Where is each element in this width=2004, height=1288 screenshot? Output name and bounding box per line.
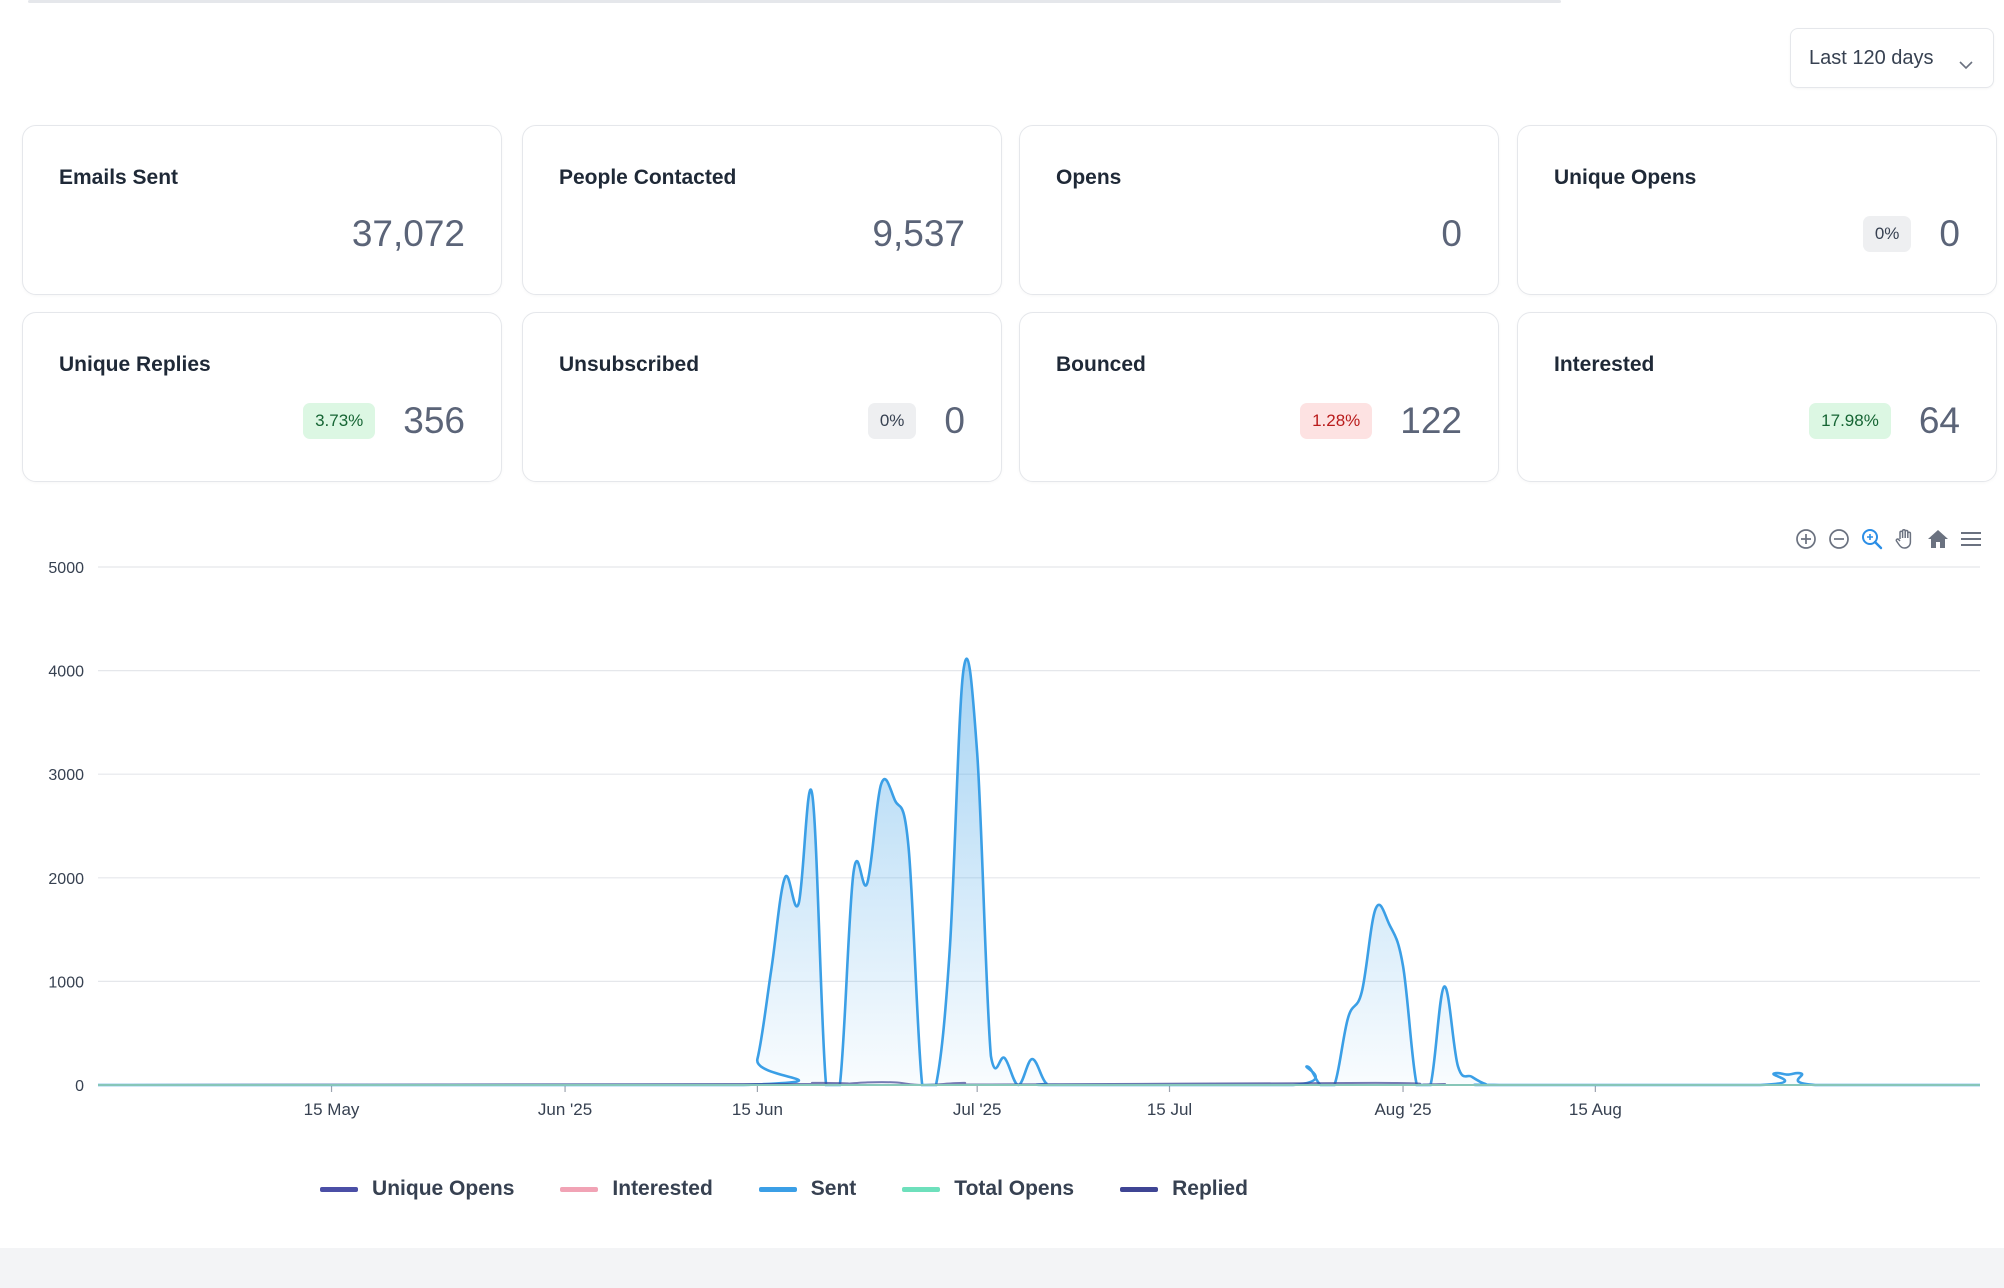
- y-tick-label: 3000: [48, 767, 84, 784]
- legend-item-interested[interactable]: Interested: [560, 1177, 713, 1201]
- stat-card-unsubscribed: Unsubscribed 0% 0: [522, 312, 1002, 482]
- legend-swatch: [758, 1186, 797, 1192]
- y-tick-label: 0: [75, 1078, 84, 1095]
- legend-swatch: [902, 1186, 941, 1192]
- legend-item-total-opens[interactable]: Total Opens: [902, 1177, 1074, 1201]
- legend-label: Sent: [810, 1177, 857, 1200]
- legend-swatch: [320, 1186, 359, 1192]
- series-area-sent: [98, 658, 1980, 1085]
- stat-card-people-contacted: People Contacted 9,537: [522, 125, 1002, 295]
- chart-toolbar: [1793, 526, 1984, 552]
- stat-value: 0: [1441, 213, 1462, 254]
- series-sent: [97, 657, 1980, 1087]
- x-tick-label: 15 May: [304, 1100, 360, 1119]
- chart-series: [97, 657, 1980, 1087]
- zoom-select-icon[interactable]: [1859, 526, 1885, 552]
- legend-swatch: [560, 1186, 599, 1192]
- stat-card-emails-sent: Emails Sent 37,072: [22, 125, 502, 295]
- stat-title: Opens: [1056, 166, 1122, 189]
- chart-legend: Unique Opens Interested Sent Total Opens…: [0, 1174, 1568, 1204]
- stat-card-bounced: Bounced 1.28% 122: [1019, 312, 1499, 482]
- menu-icon[interactable]: [1958, 526, 1984, 552]
- legend-label: Unique Opens: [372, 1177, 515, 1200]
- y-tick-label: 1000: [48, 974, 84, 991]
- stat-title: People Contacted: [559, 166, 737, 189]
- emails-area-chart: 0 1000 2000 3000 4000 5000 15 May Jun '25 15 Ju…: [48, 560, 1980, 1119]
- stat-title: Interested: [1554, 353, 1655, 376]
- legend-item-unique-opens[interactable]: Unique Opens: [320, 1177, 514, 1201]
- legend-label: Replied: [1172, 1177, 1248, 1200]
- chevron-down-icon: [1959, 53, 1973, 76]
- pan-hand-icon[interactable]: [1892, 526, 1918, 552]
- stat-rate-badge: 1.28%: [1300, 403, 1373, 439]
- legend-item-sent[interactable]: Sent: [758, 1177, 857, 1201]
- legend-label: Total Opens: [954, 1177, 1075, 1200]
- stat-value: 37,072: [351, 213, 465, 254]
- x-tick-label: Aug '25: [1374, 1100, 1431, 1119]
- stat-value: 0: [1939, 213, 1960, 254]
- page-footer-strip: [0, 1248, 2004, 1288]
- stat-value: 122: [1400, 400, 1462, 441]
- stat-value: 356: [403, 400, 465, 441]
- stat-title: Unsubscribed: [559, 353, 700, 376]
- stat-title: Unique Replies: [59, 353, 211, 376]
- stat-title: Bounced: [1056, 353, 1146, 376]
- x-tick-label: Jul '25: [953, 1100, 1002, 1119]
- stat-card-opens: Opens 0: [1019, 125, 1499, 295]
- series-line-sent: [97, 657, 1980, 1087]
- stat-value: 0: [944, 400, 965, 441]
- y-tick-label: 5000: [48, 560, 84, 577]
- legend-label: Interested: [612, 1177, 713, 1200]
- y-tick-label: 4000: [48, 664, 84, 681]
- stat-value: 9,537: [872, 213, 965, 254]
- legend-item-replied[interactable]: Replied: [1120, 1177, 1248, 1201]
- stat-card-unique-opens: Unique Opens 0% 0: [1517, 125, 1997, 295]
- stat-card-unique-replies: Unique Replies 3.73% 356: [22, 312, 502, 482]
- home-reset-icon[interactable]: [1925, 526, 1951, 552]
- chart-grid: [98, 566, 1980, 1086]
- x-tick-label: Jun '25: [538, 1100, 592, 1119]
- legend-swatch: [1120, 1186, 1159, 1192]
- x-tick-label: 15 Aug: [1569, 1100, 1622, 1119]
- date-range-select[interactable]: Last 120 days: [1790, 28, 1994, 88]
- x-axis-ticks: 15 May Jun '25 15 Jun Jul '25 15 Jul Aug '25 1…: [98, 1084, 1980, 1119]
- stat-rate-badge: 17.98%: [1809, 403, 1891, 439]
- stat-rate-badge: 0%: [867, 403, 917, 439]
- stat-title: Unique Opens: [1554, 166, 1697, 189]
- y-tick-label: 2000: [48, 871, 84, 888]
- zoom-in-icon[interactable]: [1793, 526, 1819, 552]
- stat-title: Emails Sent: [59, 166, 179, 189]
- stat-rate-badge: 0%: [1862, 216, 1912, 252]
- zoom-out-icon[interactable]: [1826, 526, 1852, 552]
- date-range-label: Last 120 days: [1809, 46, 1934, 69]
- x-tick-label: 15 Jun: [732, 1100, 783, 1119]
- stat-rate-badge: 3.73%: [303, 403, 376, 439]
- x-tick-label: 15 Jul: [1147, 1100, 1192, 1119]
- stat-card-interested: Interested 17.98% 64: [1517, 312, 1997, 482]
- top-divider: [28, 0, 1561, 3]
- stat-value: 64: [1918, 400, 1960, 441]
- y-axis-ticks: 0 1000 2000 3000 4000 5000: [48, 560, 84, 1095]
